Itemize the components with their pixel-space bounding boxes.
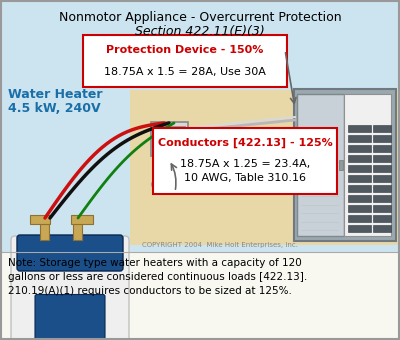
Bar [30,215,50,224]
Bar [348,165,371,172]
Bar [348,215,371,222]
Bar [373,205,391,212]
Bar [373,195,391,202]
Bar [71,215,93,224]
Bar [348,195,371,202]
Text: 18.75A x 1.25 = 23.4A,: 18.75A x 1.25 = 23.4A, [180,159,310,169]
Bar [348,135,371,142]
Text: 10 AWG, Table 310.16: 10 AWG, Table 310.16 [184,173,306,183]
FancyBboxPatch shape [297,94,344,236]
Bar [40,218,49,240]
FancyBboxPatch shape [344,94,391,236]
Bar [373,175,391,182]
Bar [73,218,82,240]
Bar [348,185,371,192]
FancyBboxPatch shape [83,35,287,87]
Text: Protection Device - 150%: Protection Device - 150% [106,45,264,55]
Bar [348,225,371,232]
FancyBboxPatch shape [294,89,396,241]
Bar [348,155,371,162]
Bar [373,215,391,222]
Bar [348,125,371,132]
Text: Note: Storage type water heaters with a capacity of 120
gallons or less are cons: Note: Storage type water heaters with a … [8,258,307,296]
FancyBboxPatch shape [17,235,123,271]
Text: COPYRIGHT 2004  Mike Holt Enterprises, Inc.: COPYRIGHT 2004 Mike Holt Enterprises, In… [142,242,298,248]
Bar [373,225,391,232]
Bar [348,205,371,212]
Bar [348,175,371,182]
FancyBboxPatch shape [151,122,188,156]
Bar [373,145,391,152]
Bar [373,165,391,172]
FancyBboxPatch shape [11,236,129,340]
Bar [348,145,371,152]
Bar [373,185,391,192]
Bar [130,90,400,245]
Text: Water Heater: Water Heater [8,88,102,102]
FancyBboxPatch shape [153,128,337,194]
Text: Conductors [422.13] - 125%: Conductors [422.13] - 125% [158,138,332,148]
Bar [373,125,391,132]
Bar [339,160,343,170]
Text: Nonmotor Appliance - Overcurrent Protection: Nonmotor Appliance - Overcurrent Protect… [59,12,341,24]
Text: 4.5 kW, 240V: 4.5 kW, 240V [8,102,101,115]
Bar [0,252,400,340]
FancyBboxPatch shape [154,125,184,153]
FancyBboxPatch shape [35,294,105,340]
Bar [373,135,391,142]
Text: 18.75A x 1.5 = 28A, Use 30A: 18.75A x 1.5 = 28A, Use 30A [104,67,266,77]
Text: Section 422.11(E)(3): Section 422.11(E)(3) [135,24,265,37]
Bar [373,155,391,162]
